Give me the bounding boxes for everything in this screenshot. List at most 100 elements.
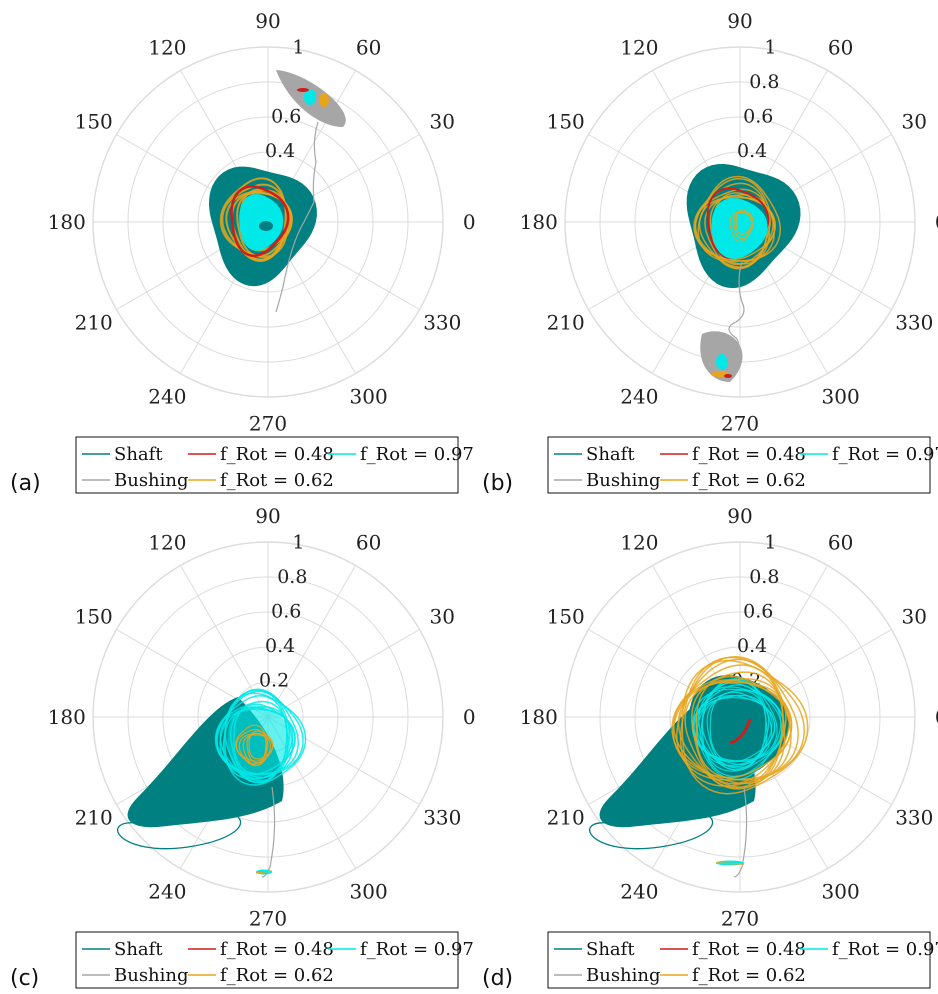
- theta-tick-label: 330: [895, 311, 933, 335]
- r-tick-label: 0.6: [743, 601, 773, 623]
- r-tick-label: 0.8: [277, 566, 307, 588]
- bushing-transient: [723, 261, 745, 359]
- grid-spoke: [267, 629, 420, 718]
- legend-box: [547, 931, 931, 989]
- r-tick-label: 0.2: [259, 670, 289, 692]
- f062-bushing: [255, 870, 273, 874]
- theta-tick-label: 0: [463, 210, 476, 234]
- f062-orbit-5: [235, 724, 268, 762]
- legend-label-bushing: Bushing: [586, 470, 661, 491]
- theta-tick-label: 300: [350, 879, 388, 903]
- r-tick-label: 0.8: [749, 71, 779, 93]
- polar-axes-3: 03060901201501802102402703003300.20.40.6…: [520, 504, 938, 931]
- f062-orbit-3: [238, 732, 269, 767]
- legend-2: Shaft f_Rot = 0.48 f_Rot = 0.97 Bushing f_Ro…: [75, 931, 474, 989]
- theta-tick-label: 0: [935, 705, 938, 729]
- grid-spoke: [267, 565, 356, 718]
- theta-tick-label: 30: [902, 109, 927, 133]
- bushing-transient: [733, 786, 748, 878]
- f062-inner-2: [729, 211, 753, 243]
- theta-tick-label: 180: [48, 705, 86, 729]
- grid-spoke: [180, 565, 269, 718]
- theta-tick-label: 60: [828, 531, 853, 555]
- theta-tick-label: 90: [255, 504, 280, 528]
- r-tick-label: 1: [764, 37, 776, 59]
- legend-label-f097: f_Rot = 0.97: [832, 939, 938, 960]
- theta-tick-label: 60: [828, 36, 853, 60]
- theta-tick-label: 330: [423, 311, 461, 335]
- r-tick-label: 1: [292, 37, 304, 59]
- theta-tick-label: 90: [255, 9, 280, 33]
- theta-tick-label: 210: [75, 806, 113, 830]
- r-tick-label: 0.6: [743, 106, 773, 128]
- theta-tick-label: 270: [721, 906, 759, 930]
- theta-tick-label: 90: [727, 504, 752, 528]
- legend-3: Shaft f_Rot = 0.48 f_Rot = 0.97 Bushing f_Ro…: [547, 931, 938, 989]
- theta-tick-label: 30: [430, 109, 455, 133]
- legend-label-f062: f_Rot = 0.62: [692, 965, 806, 986]
- legend-label-f097: f_Rot = 0.97: [832, 444, 938, 465]
- shaft-inner: [722, 719, 746, 739]
- legend-label-f048: f_Rot = 0.48: [220, 444, 334, 465]
- r-tick-label: 0.8: [749, 566, 779, 588]
- f048-bushing: [724, 374, 732, 378]
- theta-tick-label: 270: [249, 411, 287, 435]
- theta-tick-label: 150: [75, 604, 113, 628]
- legend-box: [547, 436, 931, 494]
- theta-tick-label: 240: [148, 879, 186, 903]
- theta-tick-label: 300: [822, 384, 860, 408]
- theta-tick-label: 30: [430, 604, 455, 628]
- r-tick-label: 0.6: [271, 106, 301, 128]
- theta-tick-label: 240: [620, 384, 658, 408]
- panel-label-1: (b): [482, 471, 513, 496]
- legend-label-f062: f_Rot = 0.62: [220, 470, 334, 491]
- theta-tick-label: 330: [895, 806, 933, 830]
- r-tick-label: 0.4: [737, 635, 767, 657]
- f097-orbit-0: [709, 691, 776, 763]
- theta-tick-label: 180: [520, 210, 558, 234]
- theta-tick-label: 300: [350, 384, 388, 408]
- theta-tick-label: 120: [620, 531, 658, 555]
- orbits-1: [686, 164, 801, 382]
- legend-label-shaft: Shaft: [586, 444, 635, 465]
- theta-tick-label: 180: [520, 705, 558, 729]
- grid-spoke: [116, 629, 269, 718]
- theta-tick-label: 60: [356, 36, 381, 60]
- theta-tick-label: 150: [547, 604, 585, 628]
- r-tick-label: 1: [292, 532, 304, 554]
- f048-bushing: [297, 88, 309, 92]
- legend-0: Shaft f_Rot = 0.48 f_Rot = 0.97 Bushing f_Ro…: [75, 436, 474, 494]
- legend-label-bushing: Bushing: [586, 965, 661, 986]
- f062-orbit-1: [691, 679, 793, 785]
- theta-tick-label: 120: [148, 36, 186, 60]
- r-tick-label: 1: [764, 532, 776, 554]
- theta-tick-label: 120: [620, 36, 658, 60]
- legend-label-f097: f_Rot = 0.97: [360, 444, 474, 465]
- theta-tick-label: 300: [822, 879, 860, 903]
- f048-orbit: [230, 185, 290, 258]
- bushing-transient: [261, 786, 276, 878]
- f097-orbit-fill: [711, 198, 768, 259]
- orbits-3: [589, 656, 809, 878]
- legend-label-f048: f_Rot = 0.48: [220, 939, 334, 960]
- polar-axes-2: 0 30 60 90 120 150 180 210 240 270 300 330 0.2 0.4 0.6…: [48, 504, 476, 931]
- legend-label-f048: f_Rot = 0.48: [692, 444, 806, 465]
- theta-tick-label: 240: [620, 879, 658, 903]
- orbits-0: [209, 70, 346, 313]
- theta-tick-label: 240: [148, 384, 186, 408]
- theta-tick-label: 330: [423, 806, 461, 830]
- f062-orbit-5: [219, 177, 289, 259]
- theta-tick-label: 210: [75, 311, 113, 335]
- r-tick-label: 0.4: [265, 140, 295, 162]
- legend-label-f048: f_Rot = 0.48: [692, 939, 806, 960]
- theta-tick-label: 0: [935, 210, 938, 234]
- theta-tick-label: 0: [463, 705, 476, 729]
- r-tick-label: 0.4: [265, 635, 295, 657]
- f097-bushing: [304, 89, 316, 105]
- f062-orbit-5: [693, 182, 770, 265]
- legend-1: Shaft f_Rot = 0.48 f_Rot = 0.97 Bushing f_Ro…: [547, 436, 938, 494]
- legend-label-bushing: Bushing: [114, 470, 189, 491]
- f062-inner-0: [735, 209, 754, 235]
- legend-label-f097: f_Rot = 0.97: [360, 939, 474, 960]
- f097-orbit-9: [224, 692, 307, 786]
